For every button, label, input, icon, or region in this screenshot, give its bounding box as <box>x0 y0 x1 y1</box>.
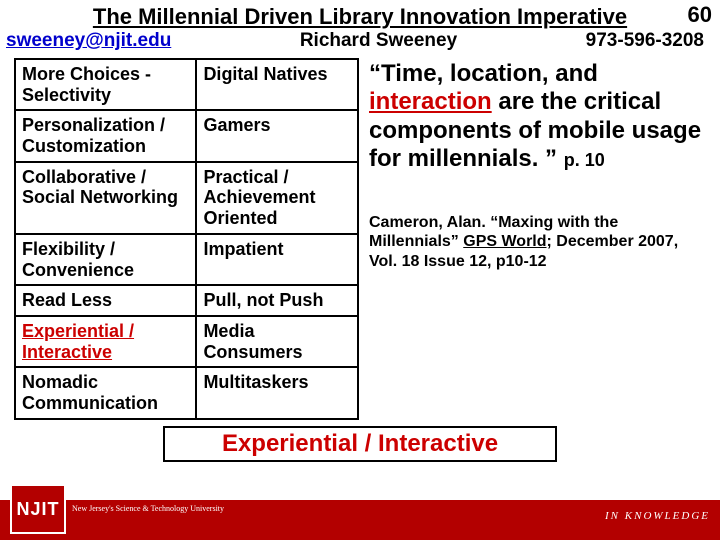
table-row: Read LessPull, not Push <box>15 285 358 316</box>
logo-caption: New Jersey's Science & Technology Univer… <box>72 505 224 514</box>
traits-table: More Choices - SelectivityDigital Native… <box>14 58 359 420</box>
trait-cell-left: Read Less <box>15 285 196 316</box>
presenter-phone: 973-596-3208 <box>586 30 704 52</box>
section-label-text: Experiential / Interactive <box>222 430 498 457</box>
trait-cell-right: Digital Natives <box>196 59 358 110</box>
slide-number: 60 <box>688 2 712 28</box>
quote-pre: “Time, location, and <box>369 60 598 87</box>
trait-cell-left: Experiential / Interactive <box>15 316 196 367</box>
trait-cell-left: Nomadic Communication <box>15 367 196 418</box>
logo-block: NJIT New Jersey's Science & Technology U… <box>10 484 224 534</box>
section-label: Experiential / Interactive <box>163 426 557 462</box>
quote-text: “Time, location, and interaction are the… <box>369 60 708 173</box>
table-row: Personalization / CustomizationGamers <box>15 110 358 161</box>
trait-cell-right: Media Consumers <box>196 316 358 367</box>
trait-cell-right: Pull, not Push <box>196 285 358 316</box>
trait-cell-right: Gamers <box>196 110 358 161</box>
trait-cell-left: Flexibility / Convenience <box>15 234 196 285</box>
table-row: Experiential / Interactive Media Consumer… <box>15 316 358 367</box>
footer-tagline: IN KNOWLEDGE <box>605 510 710 522</box>
title-bar: The Millennial Driven Library Innovation… <box>0 0 720 30</box>
contact-row: sweeney@njit.edu Richard Sweeney 973-596… <box>0 30 720 54</box>
table-row: More Choices - SelectivityDigital Native… <box>15 59 358 110</box>
trait-cell-right: Impatient <box>196 234 358 285</box>
citation: Cameron, Alan. “Maxing with the Millenni… <box>369 213 708 271</box>
trait-cell-left: Collaborative / Social Networking <box>15 162 196 234</box>
email-link[interactable]: sweeney@njit.edu <box>6 30 171 52</box>
body-area: More Choices - SelectivityDigital Native… <box>0 54 720 420</box>
trait-cell-left: More Choices - Selectivity <box>15 59 196 110</box>
njit-logo-icon: NJIT <box>10 484 66 534</box>
trait-cell-right: Multitaskers <box>196 367 358 418</box>
table-row: Flexibility / ConvenienceImpatient <box>15 234 358 285</box>
quote-highlight: interaction <box>369 88 492 115</box>
presenter-name: Richard Sweeney <box>300 30 457 52</box>
quote-column: “Time, location, and interaction are the… <box>359 58 712 420</box>
quote-pageref: p. 10 <box>564 150 605 170</box>
table-row: Nomadic CommunicationMultitaskers <box>15 367 358 418</box>
table-row: Collaborative / Social NetworkingPractic… <box>15 162 358 234</box>
slide-title: The Millennial Driven Library Innovation… <box>93 4 627 30</box>
trait-cell-left: Personalization / Customization <box>15 110 196 161</box>
citation-source: GPS World <box>463 233 546 250</box>
trait-cell-label: Experiential / Interactive <box>22 321 134 362</box>
trait-cell-right: Practical / Achievement Oriented <box>196 162 358 234</box>
